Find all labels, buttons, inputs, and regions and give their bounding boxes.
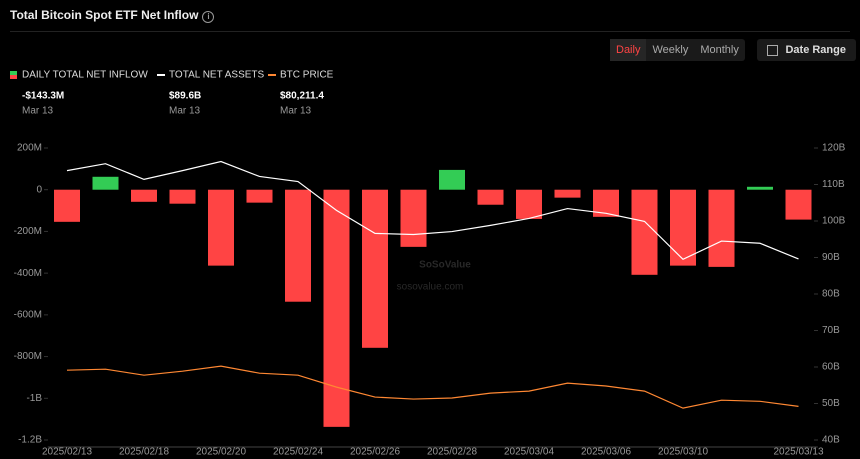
bar: [554, 189, 581, 198]
legend-label: DAILY TOTAL NET INFLOW: [22, 70, 148, 81]
y-tick-label: 200M: [17, 143, 42, 154]
stat-value: $80,211.4: [280, 91, 324, 102]
y-tick-label: -1B: [26, 393, 42, 404]
watermark: SoSoValue: [419, 260, 471, 271]
legend-label: TOTAL NET ASSETS: [169, 70, 265, 81]
bar: [400, 189, 427, 247]
x-tick-label: 2025/03/04: [504, 447, 554, 458]
y2-tick-label: 100B: [822, 216, 846, 227]
bar: [131, 189, 157, 202]
y2-tick-label: 80B: [822, 289, 840, 300]
title-wrap: Total Bitcoin Spot ETF Net Inflow i: [10, 8, 215, 23]
y2-tick-label: 70B: [822, 325, 840, 336]
x-tick-label: 2025/03/06: [581, 447, 631, 458]
y-tick-label: -1.2B: [18, 435, 42, 446]
bar: [169, 189, 196, 204]
y-tick-label: 0: [36, 184, 42, 195]
date-range-label: Date Range: [785, 44, 846, 56]
bar: [670, 189, 696, 266]
stat-date: Mar 13: [22, 106, 54, 117]
legend-swatch: [10, 71, 17, 75]
info-icon[interactable]: i: [202, 11, 215, 23]
bar: [92, 176, 119, 190]
bar: [246, 189, 273, 203]
bar: [323, 189, 350, 427]
y2-tick-label: 110B: [822, 179, 845, 190]
y-tick-label: -200M: [14, 226, 42, 237]
y2-tick-label: 90B: [822, 252, 840, 263]
tab[interactable]: Daily: [610, 39, 647, 61]
bar: [785, 189, 812, 220]
title: Total Bitcoin Spot ETF Net Inflow: [10, 8, 199, 22]
x-tick-label: 2025/02/26: [350, 447, 400, 458]
bar: [208, 189, 234, 266]
tabs: Daily Weekly Monthly: [610, 39, 745, 61]
bar: [362, 189, 388, 348]
separator: [10, 31, 850, 32]
stat-value: -$143.3M: [22, 91, 64, 102]
x-tick-label: 2025/02/13: [42, 447, 92, 458]
bar: [477, 189, 504, 205]
y-tick-label: -800M: [14, 351, 42, 362]
line: [66, 160, 799, 261]
y2-tick-label: 50B: [822, 398, 840, 409]
bar: [708, 189, 735, 267]
x-tick-label: 2025/02/20: [196, 447, 246, 458]
bar: [439, 169, 465, 190]
watermark: sosovalue.com: [397, 282, 464, 293]
y2-tick-label: 120B: [822, 143, 846, 154]
bar: [593, 189, 619, 217]
line: [66, 365, 799, 409]
x-tick-label: 2025/02/28: [427, 447, 477, 458]
x-tick-label: 2025/03/10: [658, 447, 708, 458]
y2-tick-label: 60B: [822, 362, 840, 373]
legend-label: BTC PRICE: [280, 70, 334, 81]
x-tick-label: 2025/02/24: [273, 447, 323, 458]
bar: [54, 189, 80, 222]
x-tick-label: 2025/03/13: [773, 447, 823, 458]
stat-date: Mar 13: [280, 106, 312, 117]
tab[interactable]: Monthly: [700, 44, 739, 56]
bar: [285, 189, 311, 302]
x-tick-label: 2025/02/18: [119, 447, 169, 458]
legend-swatch: [10, 75, 17, 79]
y2-tick-label: 40B: [822, 435, 840, 446]
stat-value: $89.6B: [169, 91, 201, 102]
bar: [631, 189, 658, 275]
date-range-button[interactable]: Date Range: [757, 39, 856, 61]
bar: [516, 189, 542, 219]
stat-date: Mar 13: [169, 106, 201, 117]
y-tick-label: -400M: [14, 268, 42, 279]
y-tick-label: -600M: [14, 309, 42, 320]
bar: [747, 186, 773, 190]
tab[interactable]: Weekly: [652, 44, 689, 56]
